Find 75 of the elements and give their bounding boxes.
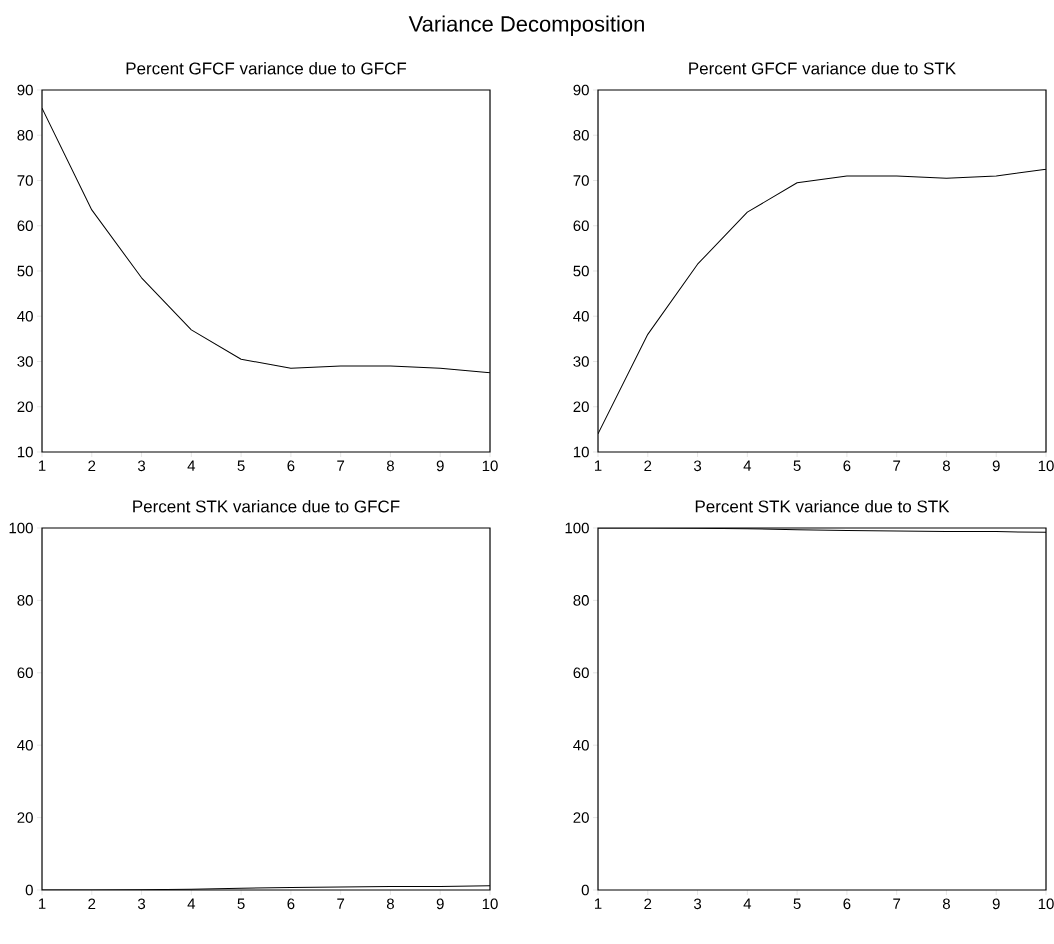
y-tick-label: 50 — [573, 265, 589, 277]
x-tick-label: 7 — [337, 898, 345, 909]
x-tick-label: 1 — [594, 460, 602, 471]
x-tick-label: 6 — [843, 898, 851, 910]
x-tick-label: 1 — [38, 898, 46, 909]
y-tick-label: 50 — [17, 265, 33, 277]
y-tick-label: 60 — [573, 220, 589, 232]
y-tick-label: 90 — [17, 84, 33, 96]
x-tick-label: 5 — [237, 898, 245, 909]
chart-title: Percent STK variance due to GFCF — [133, 499, 400, 513]
x-tick-label: 9 — [436, 460, 444, 472]
x-tick-label: 2 — [644, 898, 652, 909]
x-tick-label: 5 — [237, 460, 245, 471]
x-tick-label: 8 — [942, 460, 950, 472]
x-tick-label: 5 — [793, 460, 801, 471]
x-tick-label: 10 — [482, 898, 498, 910]
x-tick-label: 1 — [38, 460, 46, 471]
x-tick-label: 8 — [386, 898, 394, 910]
chart-title: Percent STK variance due to STK — [695, 499, 950, 513]
y-tick-label: 20 — [573, 401, 589, 413]
y-tick-label: 0 — [25, 884, 33, 896]
x-tick-label: 2 — [88, 898, 96, 909]
y-tick-label: 70 — [573, 175, 589, 186]
y-tick-label: 10 — [573, 446, 589, 458]
x-tick-label: 3 — [137, 460, 146, 472]
x-tick-label: 10 — [1038, 460, 1054, 472]
x-tick-label: 1 — [594, 898, 602, 909]
y-tick-label: 90 — [573, 84, 589, 96]
y-tick-label: 80 — [573, 595, 589, 606]
x-tick-label: 2 — [88, 460, 96, 471]
y-tick-label: 60 — [17, 220, 33, 232]
y-tick-label: 20 — [17, 401, 33, 413]
y-tick-label: 80 — [573, 129, 589, 141]
y-tick-label: 60 — [573, 667, 589, 679]
text: Variance Decomposition — [408, 15, 644, 37]
x-tick-label: 6 — [287, 460, 295, 472]
x-tick-label: 6 — [843, 460, 851, 472]
y-tick-label: 0 — [581, 884, 589, 896]
x-tick-label: 7 — [893, 460, 901, 471]
y-tick-label: 70 — [17, 175, 33, 186]
x-tick-label: 10 — [482, 460, 498, 472]
y-tick-label: 80 — [17, 595, 33, 606]
x-tick-label: 7 — [337, 460, 345, 471]
x-tick-label: 3 — [693, 460, 702, 472]
y-tick-label: 30 — [573, 356, 589, 367]
x-tick-label: 4 — [187, 898, 196, 909]
x-tick-label: 9 — [436, 898, 444, 910]
y-tick-label: 60 — [17, 667, 33, 679]
x-tick-label: 3 — [693, 898, 702, 910]
y-tick-label: 40 — [17, 310, 33, 322]
x-tick-label: 4 — [743, 898, 752, 909]
x-tick-label: 4 — [743, 460, 752, 471]
x-tick-label: 7 — [893, 898, 901, 909]
chart-title: Percent GFCF variance due to GFCF — [126, 61, 407, 75]
x-tick-label: 6 — [287, 898, 295, 910]
chart-title: Percent GFCF variance due to STK — [689, 61, 956, 75]
x-tick-label: 9 — [992, 898, 1000, 910]
y-tick-label: 30 — [17, 356, 33, 367]
y-tick-label: 20 — [17, 812, 33, 823]
x-tick-label: 3 — [137, 898, 146, 910]
y-tick-label: 100 — [565, 522, 589, 534]
x-tick-label: 5 — [793, 898, 801, 909]
y-tick-label: 10 — [17, 446, 33, 458]
x-tick-label: 9 — [992, 460, 1000, 472]
x-tick-label: 10 — [1038, 898, 1054, 910]
y-tick-label: 100 — [9, 522, 33, 534]
y-tick-label: 40 — [573, 739, 589, 751]
y-tick-label: 40 — [17, 739, 33, 751]
y-tick-label: 80 — [17, 129, 33, 141]
x-tick-label: 4 — [187, 460, 196, 471]
y-tick-label: 40 — [573, 310, 589, 322]
x-tick-label: 8 — [386, 460, 394, 472]
x-tick-label: 8 — [942, 898, 950, 910]
y-tick-label: 20 — [573, 812, 589, 823]
x-tick-label: 2 — [644, 460, 652, 471]
